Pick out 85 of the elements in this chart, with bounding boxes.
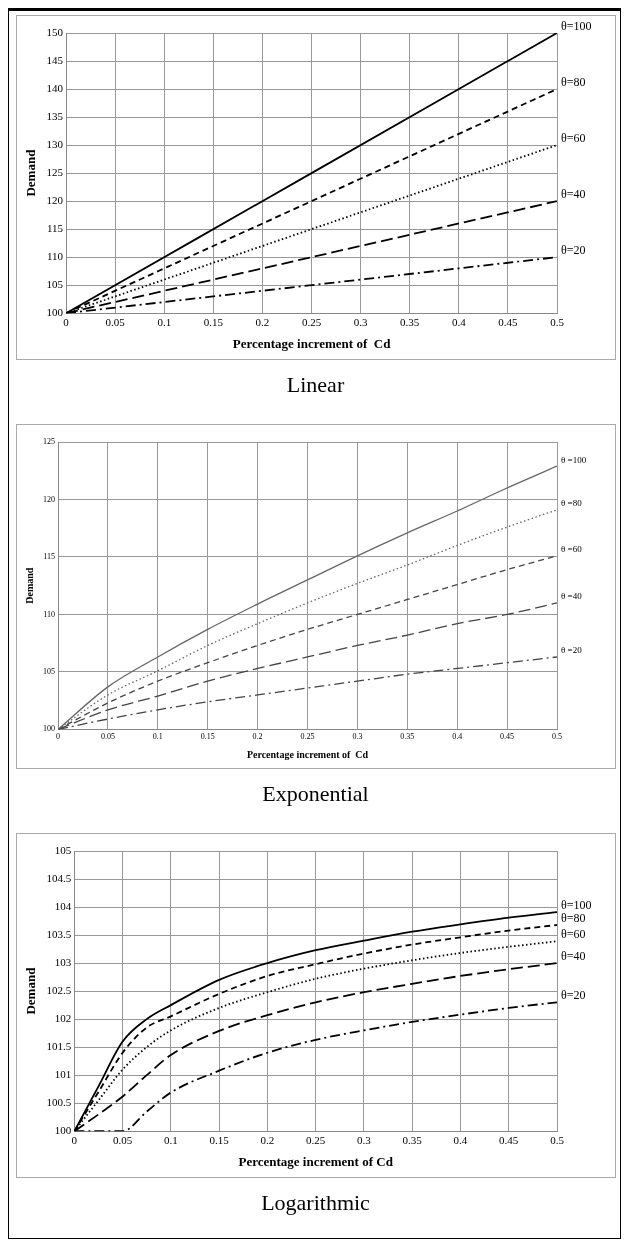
x-tick-label: 0.15: [209, 1133, 229, 1146]
y-tick-label: 100: [42, 724, 55, 734]
y-tick-label: 101.5: [46, 1040, 72, 1053]
series-label: θ=100: [560, 898, 592, 913]
series-label: θ=100: [560, 19, 592, 34]
y-tick-label: 101: [54, 1068, 71, 1081]
x-tick-label: 0.5: [551, 732, 562, 742]
x-axis-title: Percentage increment of Cd: [237, 1153, 394, 1169]
y-tick-label: 104.5: [46, 871, 72, 884]
x-tick-label: 0.1: [163, 1133, 178, 1146]
y-tick-label: 103.5: [46, 927, 72, 940]
text: Exponential: [261, 781, 370, 807]
series-label: θ =40: [560, 591, 582, 602]
y-axis-title: Demand: [22, 966, 38, 1015]
y-tick-label: 100: [46, 306, 64, 319]
series-label: θ =60: [560, 544, 582, 555]
y-tick-label: 125: [42, 437, 55, 447]
y-tick-label: 105: [54, 843, 72, 856]
text: Linear: [285, 372, 346, 398]
x-tick-label: 0.2: [255, 315, 269, 328]
y-tick-label: 100.5: [46, 1096, 72, 1109]
y-tick-label: 105: [42, 667, 55, 677]
x-tick-label: 0.5: [549, 1133, 564, 1146]
series-label: θ =80: [560, 498, 582, 509]
x-tick-label: 0.25: [305, 1133, 326, 1146]
x-tick-label: 0.1: [156, 315, 171, 328]
x-tick-label: 0.2: [260, 1133, 274, 1146]
x-tick-label: 0.25: [300, 732, 314, 742]
x-tick-label: 0.35: [402, 1133, 422, 1146]
series-label: θ=80: [560, 75, 586, 90]
series-label: θ=20: [560, 243, 586, 258]
y-tick-label: 104: [54, 899, 72, 912]
y-tick-label: 120: [46, 194, 64, 207]
x-tick-label: 0.4: [451, 732, 462, 742]
y-tick-label: 115: [42, 552, 55, 562]
x-tick-label: 0.3: [353, 315, 368, 328]
y-tick-label: 110: [46, 250, 64, 263]
x-tick-label: 0.45: [498, 1133, 519, 1146]
x-tick-label: 0.3: [356, 1133, 371, 1146]
x-tick-label: 0.05: [112, 1133, 133, 1146]
x-tick-label: 0.25: [301, 315, 322, 328]
x-tick-label: 0.4: [451, 315, 466, 328]
x-tick-label: 0.05: [105, 315, 125, 328]
series-label: θ =100: [560, 454, 587, 465]
y-tick-label: 102.5: [46, 983, 72, 996]
y-tick-label: 140: [46, 81, 64, 94]
series-label: θ=40: [560, 949, 586, 964]
x-tick-label: 0.3: [351, 732, 362, 742]
x-tick-label: 0: [55, 732, 60, 742]
x-tick-label: 0: [71, 1133, 78, 1146]
x-axis-title: Percentage increment of Cd: [246, 748, 369, 760]
x-tick-label: 0.45: [499, 732, 514, 742]
y-tick-label: 145: [46, 53, 64, 66]
x-tick-label: 0.05: [100, 732, 115, 742]
y-tick-label: 103: [54, 955, 72, 968]
y-tick-label: 115: [46, 222, 64, 235]
text: Logarithmic: [260, 1190, 371, 1216]
x-tick-label: 0.4: [453, 1133, 468, 1146]
y-tick-label: 110: [42, 609, 55, 619]
x-tick-label: 0.35: [399, 315, 420, 328]
x-tick-label: 0.1: [152, 732, 163, 742]
x-tick-label: 0.15: [203, 315, 223, 328]
y-tick-label: 125: [46, 165, 64, 178]
series-label: θ=20: [560, 988, 586, 1003]
y-tick-label: 135: [46, 109, 64, 122]
series-label: θ =20: [560, 645, 582, 656]
x-tick-label: 0.35: [399, 732, 414, 742]
x-tick-label: 0: [62, 315, 69, 328]
series-label: θ=80: [560, 911, 586, 926]
y-tick-label: 120: [42, 494, 55, 504]
x-axis-title: Percentage increment of Cd: [232, 335, 391, 351]
x-tick-label: 0.2: [252, 732, 263, 742]
y-tick-label: 100: [54, 1124, 72, 1137]
x-tick-label: 0.5: [549, 315, 564, 328]
y-tick-label: 105: [46, 278, 64, 291]
y-tick-label: 102: [54, 1012, 71, 1025]
y-tick-label: 150: [46, 25, 64, 38]
y-axis-title: Demand: [22, 148, 38, 197]
y-tick-label: 130: [46, 137, 64, 150]
series-label: θ=60: [560, 927, 586, 942]
series-label: θ=40: [560, 187, 586, 202]
x-tick-label: 0.45: [497, 315, 518, 328]
series-label: θ=60: [560, 131, 586, 146]
y-axis-title: Demand: [23, 567, 35, 604]
x-tick-label: 0.15: [200, 732, 215, 742]
